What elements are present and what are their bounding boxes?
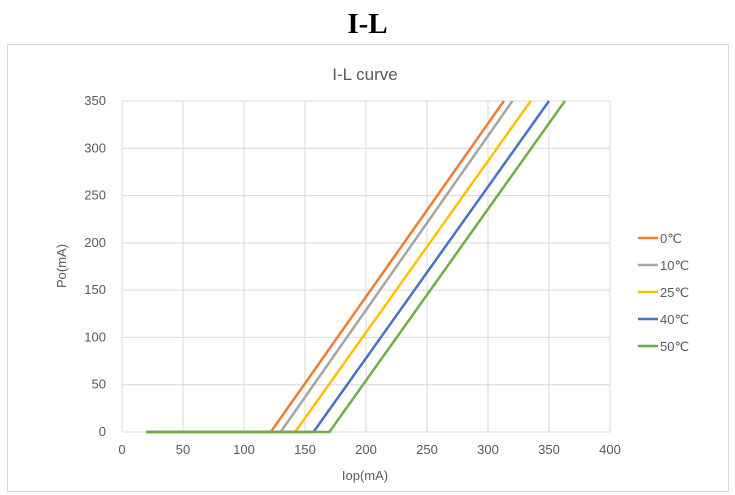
page-heading: I-L — [347, 8, 388, 40]
y-tick-label: 0 — [99, 424, 106, 439]
y-tick-label: 100 — [84, 329, 106, 344]
x-tick-label: 350 — [538, 442, 560, 457]
x-tick-label: 400 — [599, 442, 621, 457]
x-tick-label: 250 — [416, 442, 438, 457]
y-tick-label: 150 — [84, 282, 106, 297]
x-tick-label: 0 — [118, 442, 125, 457]
series-line — [146, 100, 566, 434]
x-tick-label: 50 — [176, 442, 190, 457]
legend-label: 0℃ — [660, 231, 682, 246]
y-tick-label: 300 — [84, 140, 106, 155]
x-tick-label: 200 — [355, 442, 377, 457]
series-line — [146, 100, 532, 434]
x-axis-label: Iop(mA) — [342, 468, 388, 483]
x-tick-label: 100 — [233, 442, 255, 457]
legend-label: 40℃ — [660, 312, 689, 327]
y-axis-label: Po(mA) — [54, 244, 69, 288]
series-line — [146, 100, 505, 434]
series-line — [146, 100, 551, 434]
y-tick-label: 50 — [92, 377, 106, 392]
x-tick-label: 150 — [294, 442, 316, 457]
chart-area — [7, 44, 729, 492]
y-tick-label: 350 — [84, 93, 106, 108]
x-tick-label: 300 — [477, 442, 499, 457]
legend-label: 10℃ — [660, 258, 689, 273]
legend-label: 25℃ — [660, 285, 689, 300]
y-tick-label: 250 — [84, 188, 106, 203]
y-tick-label: 200 — [84, 235, 106, 250]
chart-title: I-L curve — [332, 65, 398, 84]
legend-label: 50℃ — [660, 339, 689, 354]
